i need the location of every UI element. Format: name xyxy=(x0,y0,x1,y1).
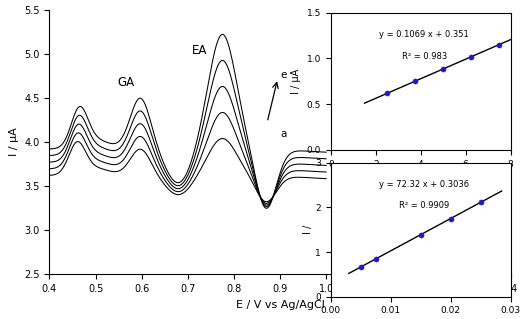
Point xyxy=(439,66,448,71)
Point xyxy=(411,79,419,84)
Text: EA: EA xyxy=(192,44,207,57)
Text: y = 72.32 x + 0.3036: y = 72.32 x + 0.3036 xyxy=(379,180,469,189)
Point xyxy=(495,42,503,47)
Text: R² = 0.983: R² = 0.983 xyxy=(402,52,447,61)
Y-axis label: I / μA: I / μA xyxy=(9,128,19,156)
Text: a: a xyxy=(280,129,287,139)
Point xyxy=(356,264,365,270)
Point xyxy=(446,216,455,221)
Text: R² = 0.9909: R² = 0.9909 xyxy=(399,201,450,210)
X-axis label: E / V vs Ag/AgCl: E / V vs Ag/AgCl xyxy=(235,300,325,310)
Y-axis label: I / μA: I / μA xyxy=(291,69,301,94)
Text: y = 0.1069 x + 0.351: y = 0.1069 x + 0.351 xyxy=(379,30,469,40)
Point xyxy=(416,232,425,237)
Text: GA: GA xyxy=(117,76,134,89)
Y-axis label: I /: I / xyxy=(303,225,313,234)
Point xyxy=(371,256,380,262)
Point xyxy=(467,54,476,59)
Text: e: e xyxy=(280,70,287,80)
Point xyxy=(476,200,485,205)
X-axis label: [GA] / μM: [GA] / μM xyxy=(398,174,444,184)
Point xyxy=(383,91,391,96)
